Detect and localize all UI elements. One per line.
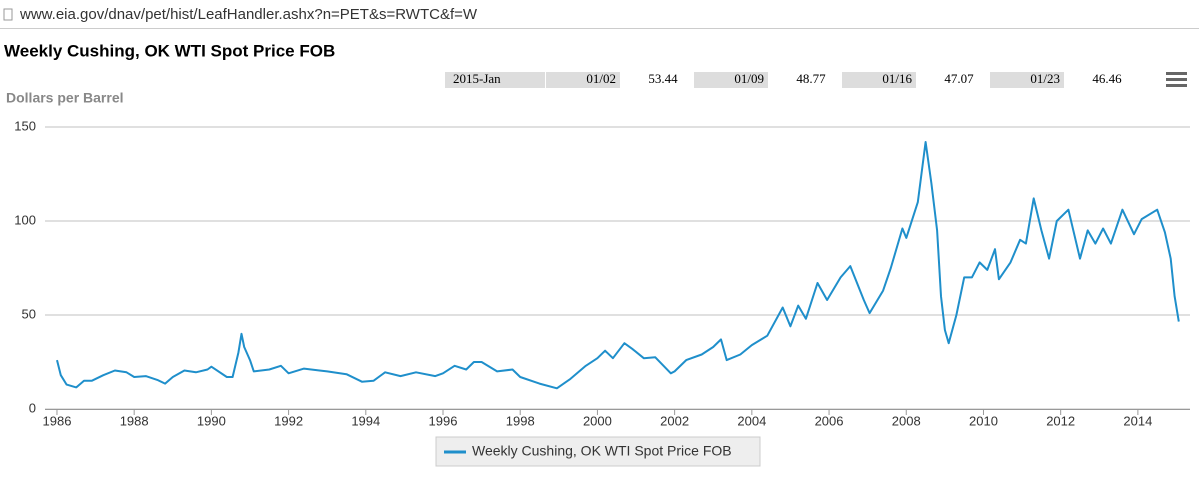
legend[interactable]: Weekly Cushing, OK WTI Spot Price FOB [435, 436, 761, 467]
date-cell [842, 72, 916, 88]
date-cell [990, 72, 1064, 88]
price-line [56, 141, 1180, 390]
url[interactable]: www.eia.gov/dnav/pet/hist/LeafHandler.as… [19, 6, 478, 23]
date: 01/23 [1030, 71, 1060, 86]
y-tick-label: 150 [14, 118, 36, 133]
address-bar [0, 0, 1199, 28]
date-cell [546, 72, 620, 88]
y-tick-label: 0 [29, 400, 36, 415]
x-tick-label: 2008 [892, 413, 921, 428]
x-tick-label: 1994 [351, 413, 380, 428]
y-tick-label: 100 [14, 212, 36, 227]
y-axis-label: Dollars per Barrel [6, 90, 124, 106]
x-tick-label: 2002 [660, 413, 689, 428]
page-icon [3, 8, 13, 21]
menu-bar[interactable] [1166, 78, 1187, 81]
x-tick-label: 2010 [969, 413, 998, 428]
x-tick-label: 2006 [815, 413, 844, 428]
x-tick-label: 1988 [120, 413, 149, 428]
date-cell [694, 72, 768, 88]
x-tick-label: 1992 [274, 413, 303, 428]
menu-icon[interactable] [1166, 72, 1187, 87]
x-tick-label: 1996 [429, 413, 458, 428]
x-tick-label: 2012 [1046, 413, 1075, 428]
x-tick-label: 2000 [583, 413, 612, 428]
x-tick-label: 1986 [43, 413, 72, 428]
price: 47.07 [944, 71, 974, 86]
menu-bar[interactable] [1166, 72, 1187, 75]
x-tick-label: 1998 [506, 413, 535, 428]
legend-label[interactable]: Weekly Cushing, OK WTI Spot Price FOB [472, 443, 732, 459]
menu-bar[interactable] [1166, 84, 1187, 87]
period-cell [445, 72, 545, 88]
price: 46.46 [1092, 71, 1122, 86]
y-tick-label: 50 [22, 306, 36, 321]
price: 48.77 [796, 71, 826, 86]
x-tick-label: 2004 [737, 413, 766, 428]
date: 01/16 [882, 71, 912, 86]
chart-title: Weekly Cushing, OK WTI Spot Price FOB [4, 41, 335, 60]
price: 53.44 [648, 71, 678, 86]
date: 01/02 [586, 71, 616, 86]
date: 01/09 [734, 71, 764, 86]
x-tick-label: 2014 [1123, 413, 1152, 428]
x-tick-label: 1990 [197, 413, 226, 428]
period: 2015-Jan [453, 71, 501, 86]
legend-box [435, 436, 761, 467]
